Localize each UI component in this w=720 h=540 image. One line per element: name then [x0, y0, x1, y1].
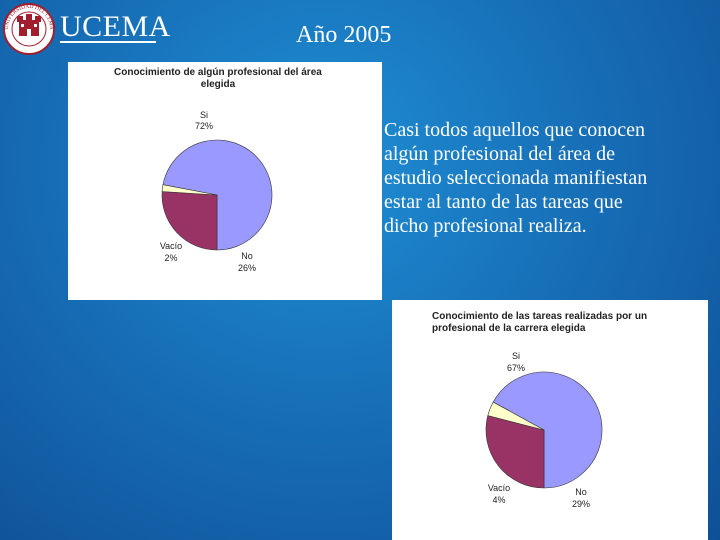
chart-panel-task-knowledge: Conocimiento de las tareas realizadas po… — [392, 300, 708, 540]
label-si: Si — [512, 351, 520, 361]
slice-si — [162, 139, 273, 251]
value-no: 29% — [572, 499, 590, 509]
label-si: Si — [200, 110, 208, 120]
university-seal-icon: UNIVERSIDAD DEL CEMA — [3, 3, 55, 55]
slide-body-text: Casi todos aquellos que conocen algún pr… — [384, 118, 714, 238]
body-line-5: dicho profesional realiza. — [384, 215, 587, 237]
slice-no — [161, 191, 218, 251]
label-no: No — [241, 251, 253, 261]
value-vacio: 4% — [492, 495, 505, 505]
ucema-logo: UNIVERSIDAD DEL CEMA UCEMA — [0, 0, 170, 58]
body-line-4: estar al tanto de las tareas que — [384, 191, 623, 213]
label-vacio: Vacío — [488, 483, 510, 493]
chart-panel-professional-knowledge: Conocimiento de algún profesional del ár… — [68, 62, 382, 300]
chart-title-line-1: Conocimiento de algún profesional del ár… — [114, 67, 322, 78]
body-line-3: estudio seleccionada manifiestan — [384, 167, 648, 189]
body-line-1: Casi todos aquellos que conocen — [384, 119, 646, 141]
pie-chart-task-knowledge: Conocimiento de las tareas realizadas po… — [432, 311, 647, 509]
label-vacio: Vacío — [160, 241, 182, 251]
pie-chart-professional-knowledge: Conocimiento de algún profesional del ár… — [114, 67, 322, 273]
chart-title-line-2: profesional de la carrera elegida — [432, 323, 586, 334]
slice-vacio — [487, 401, 545, 431]
brand-name: UCEMA — [60, 10, 171, 43]
value-no: 26% — [238, 263, 256, 273]
body-line-2: algún profesional del área de — [384, 143, 616, 165]
brand-underline — [60, 41, 156, 43]
slide-title: Año 2005 — [296, 22, 392, 48]
slice-no — [485, 415, 545, 489]
value-si: 67% — [507, 363, 525, 373]
label-no: No — [575, 487, 587, 497]
value-si: 72% — [195, 121, 213, 131]
slice-vacio — [161, 184, 218, 196]
slice-si — [492, 371, 603, 489]
value-vacio: 2% — [164, 253, 177, 263]
chart-title-line-2: elegida — [201, 79, 236, 90]
chart-title-line-1: Conocimiento de las tareas realizadas po… — [432, 311, 647, 322]
